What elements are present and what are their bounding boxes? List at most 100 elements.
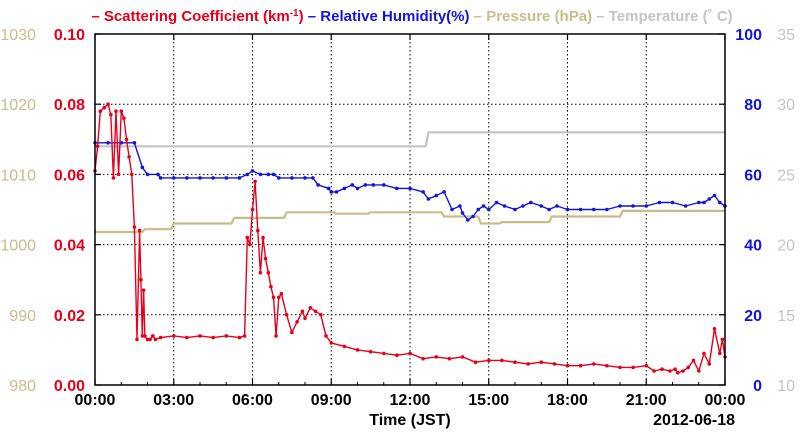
data-point-scattering bbox=[487, 358, 491, 363]
data-point-scattering bbox=[130, 172, 134, 177]
data-point-scattering bbox=[686, 365, 691, 370]
data-point-scattering bbox=[500, 358, 504, 363]
data-point-relative bbox=[592, 207, 596, 212]
data-point-scattering bbox=[473, 360, 478, 365]
data-point-scattering bbox=[137, 228, 142, 233]
data-point-scattering bbox=[266, 270, 271, 275]
data-point-relative bbox=[450, 207, 454, 212]
data-point-relative bbox=[712, 193, 717, 198]
x-tick-label: 12:00 bbox=[390, 392, 431, 409]
data-point-scattering bbox=[109, 112, 113, 117]
data-point-relative bbox=[529, 200, 533, 205]
y-tick-label-scattering: 0.02 bbox=[54, 308, 85, 325]
data-point-scattering bbox=[676, 370, 680, 375]
data-point-relative bbox=[718, 200, 722, 205]
data-point-scattering bbox=[172, 334, 176, 338]
data-point-scattering bbox=[122, 116, 126, 120]
data-point-scattering bbox=[720, 337, 725, 342]
data-point-scattering bbox=[148, 337, 152, 342]
data-point-scattering bbox=[248, 242, 252, 247]
data-point-relative bbox=[697, 200, 701, 205]
data-point-scattering bbox=[460, 355, 465, 359]
data-point-relative bbox=[303, 176, 307, 180]
data-point-scattering bbox=[245, 235, 250, 240]
data-point-scattering bbox=[691, 358, 696, 363]
data-point-scattering bbox=[111, 176, 116, 180]
data-point-relative bbox=[132, 141, 137, 145]
data-point-scattering bbox=[513, 360, 517, 365]
data-point-relative bbox=[140, 165, 145, 170]
data-point-relative bbox=[605, 207, 609, 212]
data-point-scattering bbox=[253, 179, 257, 184]
data-point-scattering bbox=[211, 335, 215, 340]
data-point-scattering bbox=[408, 351, 412, 356]
y-tick-label-scattering: 0.00 bbox=[54, 378, 85, 395]
data-point-relative bbox=[172, 176, 176, 180]
data-point-scattering bbox=[140, 334, 145, 338]
data-point-relative bbox=[311, 176, 315, 180]
data-point-scattering bbox=[712, 327, 717, 331]
data-point-relative bbox=[329, 190, 334, 194]
data-point-scattering bbox=[382, 351, 386, 356]
data-point-scattering bbox=[242, 334, 247, 338]
data-point-scattering bbox=[124, 137, 129, 142]
series-line-temperature bbox=[95, 131, 725, 148]
y-tick-label-humidity: 20 bbox=[744, 308, 762, 325]
data-point-scattering bbox=[644, 363, 649, 368]
data-point-relative bbox=[395, 186, 399, 191]
series-group bbox=[93, 102, 727, 375]
data-point-relative bbox=[460, 211, 465, 215]
data-point-relative bbox=[565, 207, 570, 212]
x-tick-label: 03:00 bbox=[153, 392, 194, 409]
data-point-scattering bbox=[702, 351, 706, 356]
y-tick-label-scattering: 0.06 bbox=[54, 167, 85, 184]
data-point-scattering bbox=[279, 291, 284, 296]
data-point-relative bbox=[198, 176, 202, 180]
data-point-scattering bbox=[308, 306, 313, 310]
data-point-scattering bbox=[300, 309, 305, 314]
data-point-scattering bbox=[102, 105, 106, 110]
date-label: 2012-06-18 bbox=[653, 412, 735, 429]
data-point-relative bbox=[631, 204, 635, 208]
legend-entry-label-close: ) bbox=[299, 8, 304, 25]
data-point-relative bbox=[158, 176, 163, 180]
data-point-relative bbox=[494, 200, 499, 205]
x-tick-label: 06:00 bbox=[232, 392, 273, 409]
series-temperature bbox=[95, 131, 725, 148]
y-tick-label-pressure: 1000 bbox=[0, 238, 36, 255]
data-point-relative bbox=[476, 207, 481, 212]
y-tick-label-humidity: 60 bbox=[744, 167, 762, 184]
data-point-relative bbox=[266, 172, 271, 177]
x-tick-label: 09:00 bbox=[311, 392, 352, 409]
data-point-scattering bbox=[395, 353, 399, 358]
data-point-scattering bbox=[198, 334, 202, 338]
data-point-relative bbox=[670, 200, 675, 205]
data-point-relative bbox=[250, 169, 255, 173]
data-point-scattering bbox=[565, 363, 570, 368]
data-point-relative bbox=[350, 183, 355, 187]
data-point-scattering bbox=[185, 335, 189, 340]
data-point-scattering bbox=[605, 363, 609, 368]
data-point-scattering bbox=[592, 362, 596, 366]
data-point-relative bbox=[521, 204, 525, 208]
data-point-relative bbox=[707, 197, 712, 201]
data-point-scattering bbox=[668, 369, 672, 373]
data-point-relative bbox=[271, 172, 276, 177]
data-point-scattering bbox=[329, 341, 334, 345]
legend-marker: – bbox=[91, 8, 104, 25]
data-point-scattering bbox=[119, 109, 124, 113]
data-point-scattering bbox=[313, 309, 318, 314]
y-tick-label-pressure: 1010 bbox=[0, 167, 36, 184]
data-point-relative bbox=[277, 176, 281, 180]
y-tick-label-pressure: 980 bbox=[9, 378, 36, 395]
data-point-scattering bbox=[673, 367, 677, 372]
data-point-relative bbox=[683, 204, 688, 208]
data-point-scattering bbox=[237, 335, 242, 340]
data-point-relative bbox=[426, 197, 431, 201]
legend-entry-superscript: -1 bbox=[290, 8, 299, 19]
y-tick-label-temperature: 30 bbox=[777, 97, 795, 114]
data-point-scattering bbox=[263, 256, 268, 261]
data-point-scattering bbox=[342, 344, 347, 349]
y-tick-label-pressure: 1030 bbox=[0, 27, 36, 44]
